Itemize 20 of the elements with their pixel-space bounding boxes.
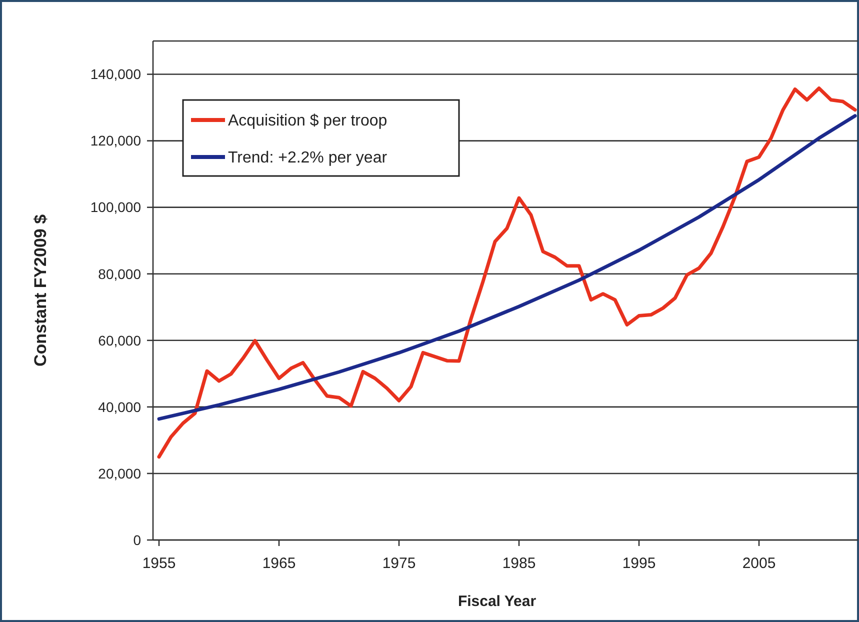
legend-label: Trend: +2.2% per year: [228, 150, 388, 167]
y-tick-label: 120,000: [90, 132, 142, 149]
y-tick-label: 100,000: [90, 199, 142, 216]
line-series: [157, 86, 857, 459]
y-tick-label: 140,000: [90, 66, 142, 82]
line-series: [157, 114, 857, 421]
y-axis-title: Constant FY2009 $: [31, 214, 50, 367]
y-tick-label: 60,000: [98, 332, 142, 348]
y-tick-label: 40,000: [98, 398, 142, 415]
x-tick-label: 1965: [262, 555, 296, 572]
x-tick-label: 2005: [742, 555, 776, 572]
y-tick-label: 80,000: [98, 266, 142, 282]
y-tick-label: 0: [133, 532, 142, 548]
x-tick-label: 1955: [142, 555, 176, 572]
legend-label: Acquisition $ per troop: [228, 112, 388, 130]
x-axis-title: Fiscal Year: [458, 593, 536, 610]
y-tick-label: 20,000: [98, 465, 142, 482]
x-tick-label: 1995: [622, 555, 656, 572]
x-tick-label: 1985: [502, 555, 536, 572]
x-tick-label: 1975: [382, 555, 416, 572]
